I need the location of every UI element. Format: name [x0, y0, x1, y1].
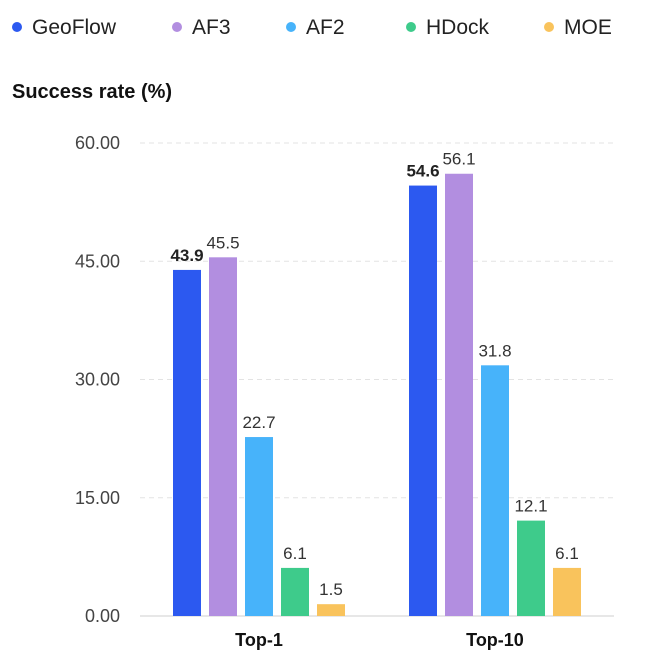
data-label-af2-top-10: 31.8	[478, 341, 511, 360]
legend-label-af3: AF3	[192, 16, 231, 39]
bar-af2-top-1	[245, 437, 273, 616]
data-label-moe-top-10: 6.1	[555, 544, 579, 563]
x-category-label: Top-1	[235, 630, 283, 650]
data-label-af3-top-1: 45.5	[206, 233, 239, 252]
data-label-af2-top-1: 22.7	[242, 413, 275, 432]
bar-moe-top-10	[553, 567, 581, 616]
bar-moe-top-1	[317, 604, 345, 616]
y-tick-label: 15.00	[75, 488, 120, 508]
legend-item-af3[interactable]: AF3	[172, 16, 231, 39]
x-axis-categories: Top-1 Top-10	[235, 630, 524, 650]
data-label-geoflow-top-1: 43.9	[170, 246, 203, 265]
legend-label-moe: MOE	[564, 16, 612, 39]
bar-hdock-top-1	[281, 567, 309, 616]
data-label-hdock-top-1: 6.1	[283, 544, 307, 563]
legend-item-moe[interactable]: MOE	[544, 16, 612, 39]
x-category-label: Top-10	[466, 630, 524, 650]
bar-hdock-top-10	[517, 520, 545, 616]
legend-dot-af2	[286, 22, 296, 32]
y-tick-label: 45.00	[75, 251, 120, 271]
data-label-moe-top-1: 1.5	[319, 580, 343, 599]
legend-label-hdock: HDock	[426, 16, 490, 39]
legend-item-hdock[interactable]: HDock	[406, 16, 490, 39]
y-tick-label: 30.00	[75, 370, 120, 390]
y-axis-title: Success rate (%)	[12, 81, 172, 103]
bar-af3-top-1	[209, 257, 237, 616]
legend-item-geoflow[interactable]: GeoFlow	[12, 16, 117, 39]
bars	[173, 173, 581, 616]
bar-af3-top-10	[445, 173, 473, 616]
bar-geoflow-top-10	[409, 185, 437, 616]
y-tick-label: 0.00	[85, 606, 120, 626]
legend-dot-af3	[172, 22, 182, 32]
legend-dot-hdock	[406, 22, 416, 32]
bar-af2-top-10	[481, 365, 509, 616]
y-tick-label: 60.00	[75, 133, 120, 153]
y-axis-ticks: 0.00 15.00 30.00 45.00 60.00	[75, 133, 120, 626]
legend: GeoFlow AF3 AF2 HDock MOE	[12, 16, 612, 39]
legend-label-geoflow: GeoFlow	[32, 16, 117, 39]
data-label-af3-top-10: 56.1	[442, 150, 475, 169]
data-label-geoflow-top-10: 54.6	[406, 162, 439, 181]
legend-label-af2: AF2	[306, 16, 345, 39]
legend-dot-geoflow	[12, 22, 22, 32]
legend-item-af2[interactable]: AF2	[286, 16, 345, 39]
data-label-hdock-top-10: 12.1	[514, 497, 547, 516]
legend-dot-moe	[544, 22, 554, 32]
bar-geoflow-top-1	[173, 269, 201, 616]
data-labels: 43.945.5 22.7 6.1 1.5 54.656.1 31.8 12.1 6.1	[170, 150, 578, 599]
